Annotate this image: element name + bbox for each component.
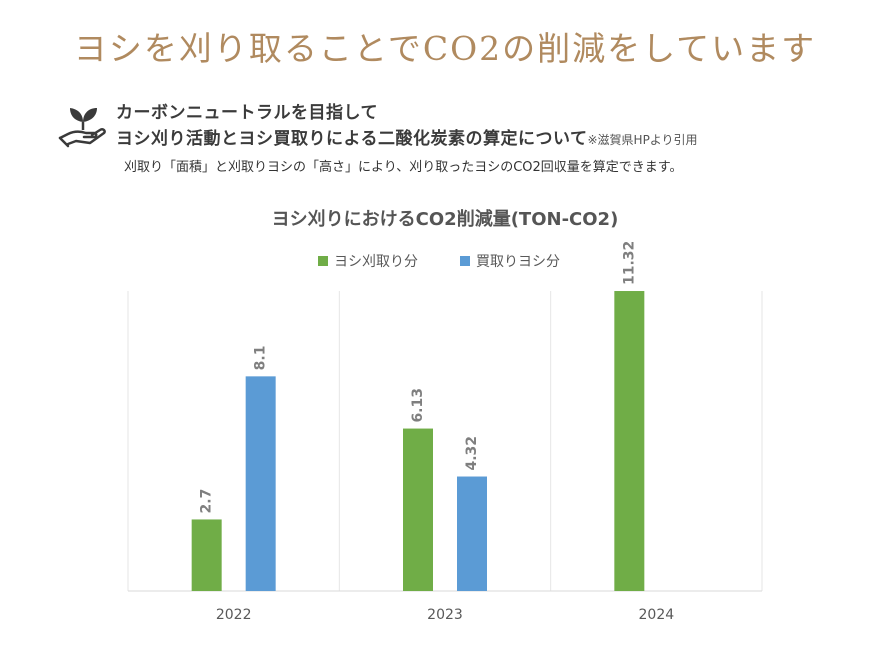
page-headline: ヨシを刈り取ることでCO2の削減をしています	[73, 29, 817, 68]
co2-reduction-bar-chart: ヨシ刈りにおけるCO2削減量(TON-CO2) ヨシ刈取り分 買取りヨシ分 2.7 8.…	[127, 208, 763, 623]
data-label-2024-series-0: 11.32	[621, 241, 637, 285]
data-label-2023-series-0: 6.13	[410, 388, 426, 423]
data-label-2022-series-0: 2.7	[199, 489, 215, 514]
description-text: 刈取り「面積」と刈取りヨシの「高さ」により、刈り取ったヨシのCO2回収量を算定で…	[124, 160, 683, 175]
legend-swatch-0	[318, 256, 328, 266]
subtitle-line-2: ヨシ刈り活動とヨシ買取りによる二酸化炭素の算定について※滋賀県HPより引用	[116, 124, 698, 149]
legend-label-0: ヨシ刈取り分	[334, 254, 418, 270]
legend-swatch-1	[460, 256, 470, 266]
x-tick-label-2024: 2024	[639, 607, 675, 623]
data-label-2023-series-1: 4.32	[464, 436, 480, 471]
subtitle-line-2-text: ヨシ刈り活動とヨシ買取りによる二酸化炭素の算定について	[116, 129, 588, 149]
data-label-2022-series-1: 8.1	[253, 346, 269, 371]
subtitle-line-1: カーボンニュートラルを目指して	[116, 103, 378, 123]
bar-2022-series-1	[245, 376, 276, 591]
bar-2024-series-0	[614, 291, 645, 591]
bar-2023-series-1	[457, 476, 487, 591]
chart-title: ヨシ刈りにおけるCO2削減量(TON-CO2)	[272, 208, 619, 230]
x-tick-label-2022: 2022	[216, 607, 252, 623]
x-tick-label-2023: 2023	[427, 607, 463, 623]
hand-with-sprout-icon	[58, 108, 106, 148]
bar-2023-series-0	[403, 428, 433, 591]
source-note: ※滋賀県HPより引用	[587, 133, 698, 147]
bar-2022-series-0	[191, 519, 222, 591]
legend-label-1: 買取りヨシ分	[476, 254, 560, 270]
